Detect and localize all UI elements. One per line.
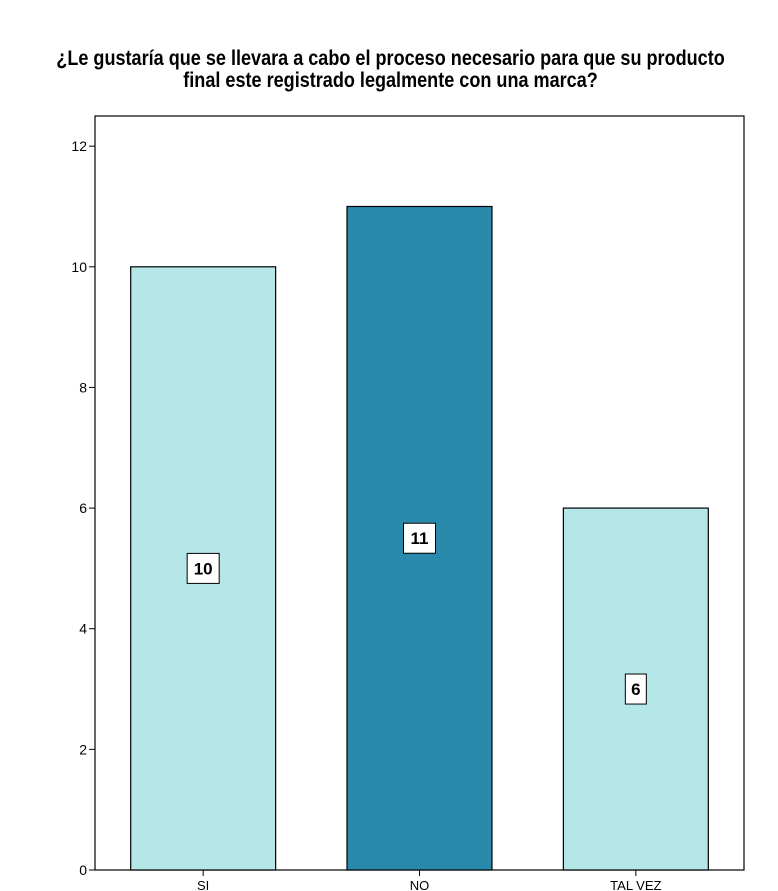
y-tick-label: 0 xyxy=(79,862,87,878)
y-tick-label: 4 xyxy=(79,621,87,637)
y-tick-label: 12 xyxy=(71,138,87,154)
y-tick-label: 6 xyxy=(79,500,87,516)
y-tick-label: 2 xyxy=(79,741,87,757)
x-tick-label: SI xyxy=(197,878,209,891)
data-label-box xyxy=(186,552,220,584)
data-label-box xyxy=(403,522,436,554)
data-label: 6 xyxy=(631,680,640,699)
chart-title: ¿Le gustaría que se llevara a cabo el pr… xyxy=(56,48,725,92)
chart-title-line-2: final este registrado legalmente con una… xyxy=(183,69,598,92)
data-label: 10 xyxy=(194,559,213,578)
data-label: 11 xyxy=(411,529,429,548)
y-tick-label: 8 xyxy=(79,379,87,395)
bar xyxy=(346,205,493,871)
x-tick-label: TAL VEZ xyxy=(610,878,661,891)
data-label-box xyxy=(624,673,647,705)
chart-title-line-1: ¿Le gustaría que se llevara a cabo el pr… xyxy=(56,47,725,70)
y-tick-label: 10 xyxy=(71,259,87,275)
x-tick-label: NO xyxy=(410,878,430,891)
